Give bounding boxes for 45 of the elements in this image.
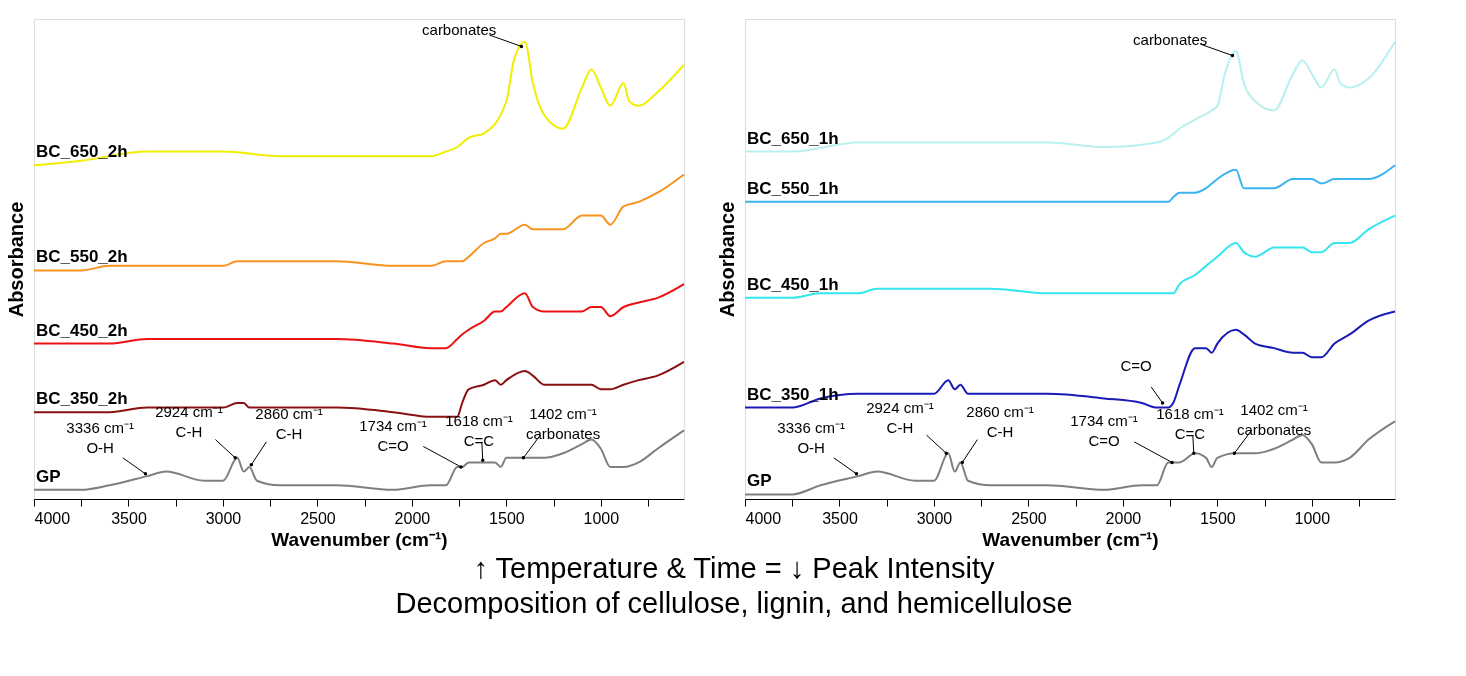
series-label: BC_350_2h [36,389,128,409]
x-tick-label: 2000 [394,509,431,527]
x-tick-label: 3500 [111,509,147,527]
x-tick-label: 3000 [916,509,953,527]
text: Decomposition of cellulose, lignin, and hemicellulose [395,586,1073,619]
annotation: 1402 cm⁻¹ carbonates [525,405,601,443]
annotation: 2924 cm⁻¹ C-H [866,398,934,436]
annotation: 2860 cm⁻¹ C-H [966,403,1034,441]
series-label: BC_650_2h [36,142,128,162]
text: ↑ Temperature & Time = ↓ Peak Intensity [473,551,995,584]
x-tick-label: 3500 [822,509,858,527]
annotation: carbonates [1133,30,1208,48]
x-tick-label: 2500 [300,509,336,527]
series-label: BC_550_2h [36,247,128,267]
annotation: C=O [1120,357,1152,375]
annotation: 1618 cm⁻¹ C=C [445,412,513,450]
series-label: BC_450_1h [747,274,839,294]
x-tick-label: 1500 [1200,509,1236,527]
annotation: 1618 cm⁻¹ C=C [1156,405,1224,443]
x-tick-label: 3000 [205,509,242,527]
y-axis-title: Absorbance [715,201,738,318]
x-tick-label: 2500 [1011,509,1047,527]
x-tick-label: 1500 [489,509,525,527]
series-label: BC_650_1h [747,128,839,148]
series-label: BC_350_1h [747,384,839,404]
series-label: GP [36,466,61,486]
series-label: BC_450_2h [36,320,128,340]
annotation: 1734 cm⁻¹ C=O [1070,412,1138,450]
annotation: 3336 cm⁻¹ O-H [777,419,845,457]
series-label: GP [747,471,772,491]
x-tick-label: 1000 [1294,509,1331,527]
x-tick-label: 4000 [34,509,71,527]
annotation: 1734 cm⁻¹ C=O [359,416,427,454]
x-axis-title: Wavenumber (cm⁻¹) [271,528,448,550]
x-axis-title: Wavenumber (cm⁻¹) [982,528,1159,550]
annotation: 2860 cm⁻¹ C-H [255,405,323,443]
annotation: 3336 cm⁻¹ O-H [66,419,134,457]
x-tick-label: 2000 [1105,509,1142,527]
annotation: 1402 cm⁻¹ carbonates [1236,400,1312,438]
x-tick-label: 1000 [583,509,620,527]
y-axis-title: Absorbance [4,201,27,318]
annotation: 2924 cm⁻¹ C-H [155,403,223,441]
series-label: BC_550_1h [747,178,839,198]
x-tick-label: 4000 [745,509,782,527]
annotation: carbonates [422,21,497,39]
